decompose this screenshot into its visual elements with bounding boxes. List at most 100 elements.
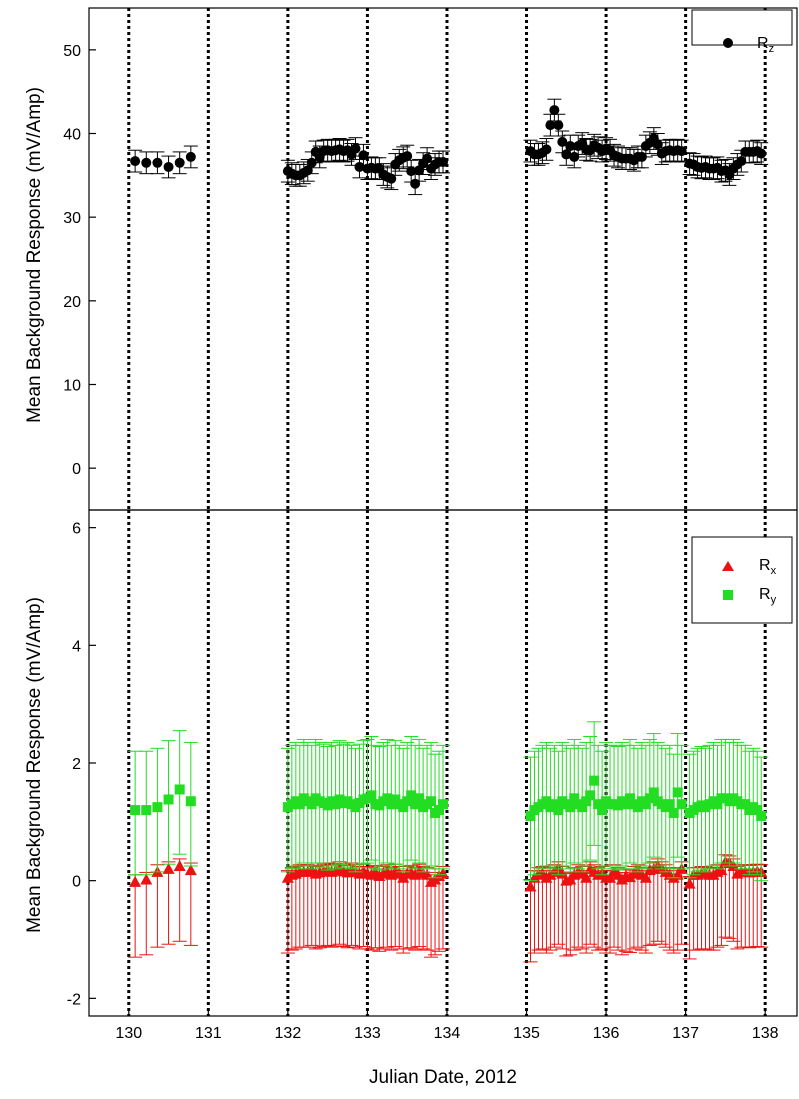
data-point: [756, 148, 767, 159]
data-point: [426, 796, 437, 807]
data-point: [174, 784, 185, 795]
data-point: [541, 796, 552, 807]
bottom-plot-frame: [88, 509, 798, 1017]
top-day-boundaries: [127, 8, 767, 510]
data-point: [410, 799, 421, 810]
top-legend-box: [691, 9, 793, 46]
data-point: [402, 796, 413, 807]
data-point: [736, 156, 747, 167]
data-point: [557, 136, 568, 147]
data-point: [581, 796, 592, 807]
data-point: [163, 161, 174, 172]
x-tick-label: 130: [115, 1025, 142, 1042]
data-point: [366, 790, 377, 801]
x-tick-label: 136: [593, 1025, 620, 1042]
bottom-legend: Rx Ry: [691, 536, 793, 624]
data-point: [129, 875, 142, 887]
bottom-y-axis-title: Mean Background Response (mV/Amp): [24, 597, 45, 933]
data-point: [756, 810, 767, 821]
data-point: [541, 144, 552, 155]
data-point: [752, 805, 763, 816]
data-point: [585, 790, 596, 801]
y-tick-label: 50: [63, 43, 81, 60]
data-point: [676, 799, 687, 810]
series-rz: [128, 98, 769, 196]
x-tick-label: 134: [434, 1025, 461, 1042]
bottom-legend-box: [691, 536, 793, 624]
data-point: [306, 799, 317, 810]
data-point: [402, 151, 413, 162]
data-point: [422, 153, 433, 164]
data-point: [398, 802, 409, 813]
x-tick-label: 135: [513, 1025, 540, 1042]
data-point: [589, 775, 600, 786]
data-point: [438, 156, 448, 167]
top-y-axis-ticks: 0 10 20 30 40 50: [63, 43, 96, 478]
top-plot-frame: [88, 7, 798, 511]
data-point: [671, 868, 684, 880]
data-point: [593, 799, 604, 810]
data-point: [644, 793, 655, 804]
data-point: [438, 799, 448, 810]
data-point: [683, 877, 696, 889]
data-point: [672, 787, 683, 798]
data-point: [354, 161, 365, 172]
y-tick-label: 6: [72, 521, 81, 538]
top-y-axis-title: Mean Background Response (mV/Amp): [24, 87, 45, 423]
legend-marker-rx: [722, 561, 734, 571]
y-tick-label: -2: [67, 991, 81, 1008]
data-point: [676, 146, 687, 157]
data-point: [152, 157, 163, 168]
data-point: [597, 805, 608, 816]
data-point: [406, 790, 417, 801]
data-point: [350, 143, 361, 154]
y-tick-label: 0: [72, 874, 81, 891]
data-point: [152, 802, 163, 813]
data-point: [406, 166, 417, 177]
top-data-points: [128, 98, 769, 196]
series-ry: [128, 721, 769, 882]
data-point: [639, 871, 652, 883]
data-point: [525, 810, 536, 821]
x-tick-label: 133: [354, 1025, 381, 1042]
bottom-panel: -2 0 2 4 6 Mean Background Response (mV/Amp)…: [24, 510, 793, 1016]
data-point: [414, 793, 425, 804]
data-point: [524, 880, 537, 892]
data-point: [386, 173, 397, 184]
top-panel: 0 10 20 30 40 50 Mean Background Response (mV…: [24, 8, 793, 510]
data-point: [715, 864, 728, 876]
legend-label-rz: Rz: [757, 35, 774, 55]
data-point: [549, 105, 560, 116]
data-point: [141, 157, 152, 168]
bottom-data-points: [128, 721, 769, 963]
legend-label-ry: Ry: [759, 586, 777, 606]
x-tick-label: 132: [275, 1025, 302, 1042]
data-point: [174, 157, 185, 168]
x-axis-title: Julian Date, 2012: [369, 1067, 517, 1088]
data-point: [740, 799, 751, 810]
x-tick-label: 137: [672, 1025, 699, 1042]
data-point: [184, 864, 197, 876]
legend-label-rx: Rx: [759, 557, 777, 577]
data-point: [185, 796, 196, 807]
x-tick-label: 131: [195, 1025, 222, 1042]
top-legend: Rz: [691, 9, 793, 55]
data-point: [648, 787, 659, 798]
data-point: [553, 120, 564, 131]
data-point: [668, 808, 679, 819]
bottom-y-axis-ticks: -2 0 2 4 6: [67, 521, 96, 1008]
x-axis-ticks: 130 131 132 133 134 135 136 137 138: [115, 1009, 779, 1042]
y-tick-label: 30: [63, 210, 81, 227]
data-point: [632, 802, 643, 813]
data-point: [173, 859, 186, 871]
data-point: [437, 867, 449, 879]
data-point: [652, 139, 663, 150]
data-point: [545, 120, 556, 131]
y-tick-label: 0: [72, 461, 81, 478]
data-point: [141, 805, 152, 816]
data-point: [553, 805, 564, 816]
data-point: [294, 799, 305, 810]
data-point: [577, 802, 588, 813]
data-point: [604, 871, 617, 883]
